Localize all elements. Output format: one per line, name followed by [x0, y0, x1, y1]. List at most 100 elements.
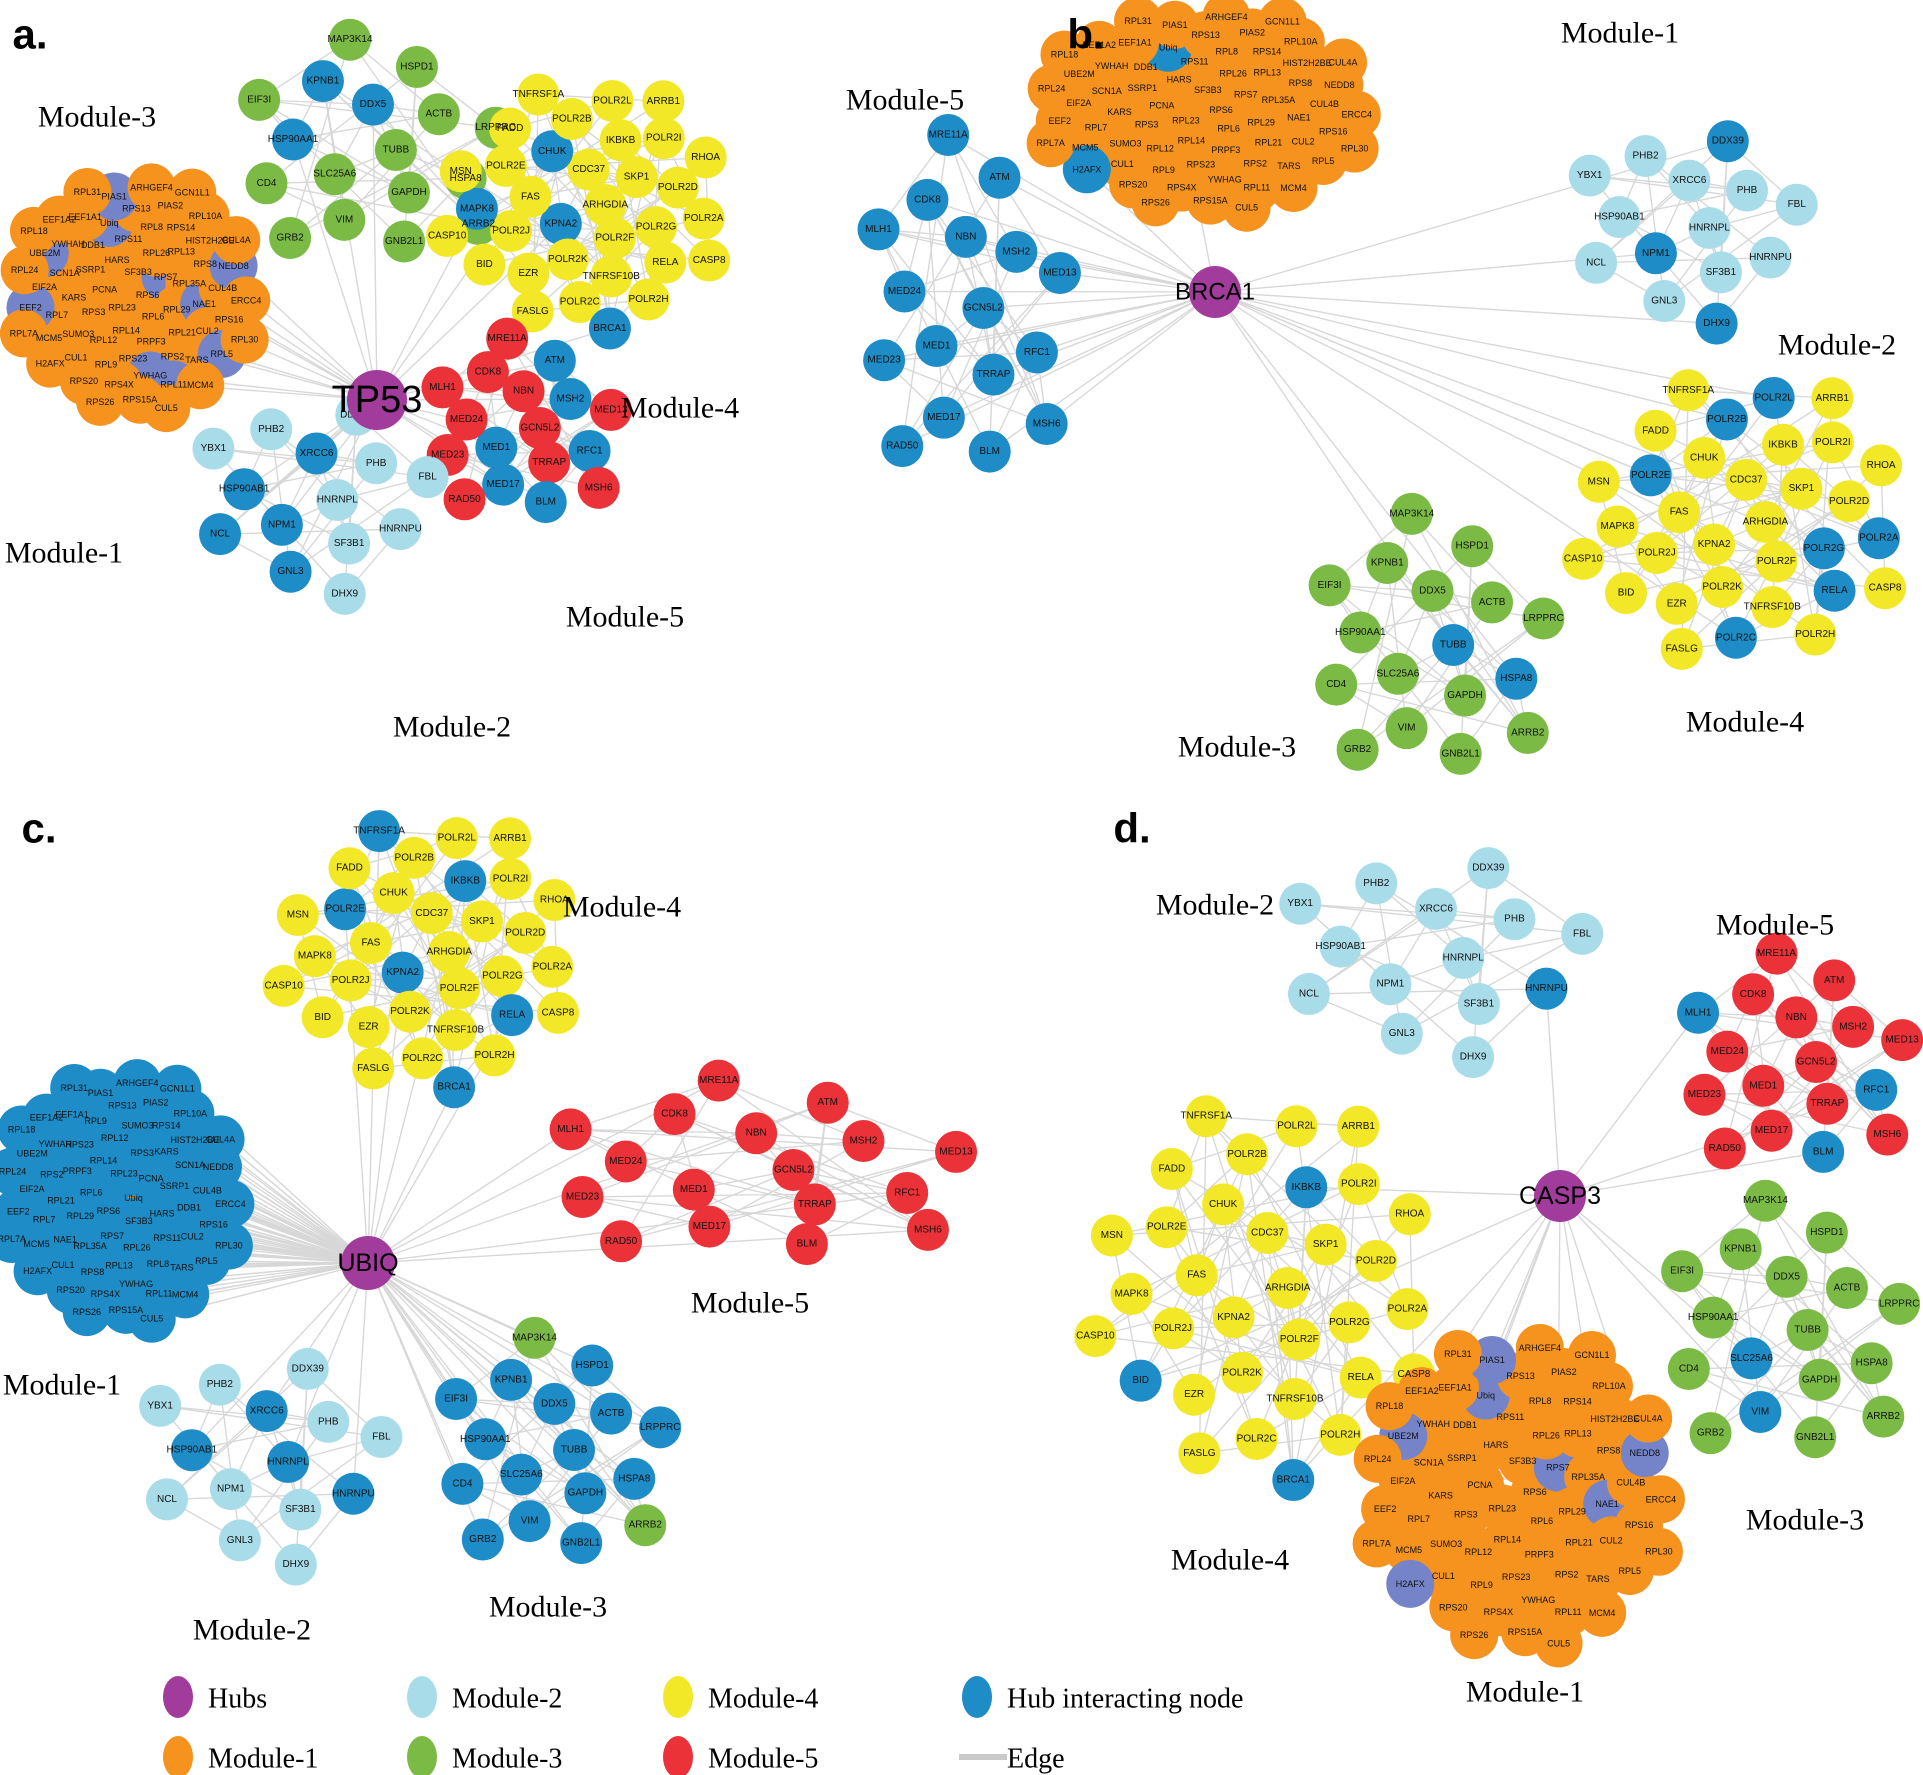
node-POLR2L: [1275, 1105, 1318, 1148]
node-ARHGEF4: [113, 1059, 162, 1108]
node-MRE11A: [1755, 932, 1798, 975]
edge: [1709, 1329, 1809, 1434]
node-FBL: [1775, 183, 1818, 226]
node-POLR2D: [1828, 480, 1871, 523]
node-BRCA1: [433, 1066, 476, 1109]
node-POLR2H: [1794, 613, 1837, 656]
node-FAS: [349, 922, 392, 965]
hub-edge: [367, 1229, 929, 1264]
edge: [528, 1426, 661, 1522]
node-XRCC6: [1414, 887, 1457, 930]
node-CHUK: [372, 872, 415, 915]
node-BRCA1: [588, 307, 631, 350]
node-POLR2H: [1319, 1413, 1362, 1456]
node-MSH6: [906, 1208, 949, 1251]
node-RPL18: [1365, 1382, 1414, 1431]
edge: [1644, 155, 1772, 259]
edge: [1335, 683, 1529, 734]
node-MRE11A: [486, 317, 529, 360]
node-MLH1: [549, 1108, 592, 1151]
module-label: Module-5: [566, 601, 684, 634]
edge: [1589, 174, 1748, 192]
module-label: Module-4: [1171, 1544, 1289, 1577]
edge: [901, 307, 985, 447]
node-ATM: [533, 339, 576, 382]
node-CUL4A: [1319, 38, 1368, 87]
node-POLR2C: [401, 1037, 444, 1080]
node-HSP90AB1: [1319, 925, 1362, 968]
node-MED17: [922, 396, 965, 439]
node-POLR2E: [324, 888, 367, 931]
node-SF3B1: [1699, 251, 1742, 294]
node-ERCC4: [206, 1179, 255, 1228]
node-CUL5: [1222, 183, 1271, 232]
edge: [1431, 590, 1529, 734]
node-TUBB: [553, 1429, 596, 1471]
node-RPL30: [1634, 1527, 1683, 1576]
node-CDC37: [410, 892, 453, 935]
node-POLR2G: [1802, 527, 1845, 570]
node-MRE11A: [697, 1059, 740, 1102]
node-EIF3I: [1661, 1250, 1704, 1293]
node-DDX5: [533, 1382, 576, 1425]
hub-edge: [926, 199, 1216, 293]
edge: [1356, 644, 1454, 751]
hub-label: UBIQ: [337, 1249, 398, 1277]
node-PHB: [1493, 898, 1536, 941]
node-ARRB1: [489, 817, 532, 860]
edge: [270, 428, 292, 573]
node-CASP10: [1562, 537, 1605, 580]
node-VIM: [1739, 1390, 1782, 1433]
node-RELA: [1339, 1356, 1382, 1399]
node-GRB2: [269, 217, 312, 260]
edge: [1595, 256, 1772, 264]
node-SF3B1: [279, 1488, 322, 1531]
node-RPS26: [1131, 178, 1180, 227]
hub-edge: [367, 1262, 457, 1400]
edge: [965, 236, 1048, 425]
node-HSPD1: [1805, 1211, 1848, 1254]
legend-swatch: [663, 1676, 693, 1718]
node-NCL: [145, 1478, 188, 1521]
node-PHB: [1726, 169, 1769, 212]
node-NBN: [1775, 996, 1818, 1039]
node-RELA: [1813, 569, 1856, 612]
node-SF3B1: [1457, 983, 1500, 1026]
node-RPL31: [63, 167, 112, 216]
node-POLR2F: [438, 967, 481, 1010]
node-RPS26: [1450, 1611, 1499, 1660]
edge: [166, 1368, 309, 1500]
legend-label: Module-1: [208, 1744, 318, 1775]
node-RPL30: [220, 315, 269, 364]
node-CASP10: [1074, 1315, 1117, 1358]
legend-item-hub-interacting-node: Hub interacting node: [962, 1676, 1243, 1718]
edge: [947, 134, 1048, 425]
hub-edge: [352, 1262, 369, 1495]
node-CASP8: [536, 991, 579, 1034]
node-GNB2L1: [383, 220, 426, 263]
node-MED24: [883, 270, 926, 313]
node-POLR2J: [490, 209, 533, 252]
legend-item-module-3: Module-3: [407, 1736, 562, 1775]
node-POLR2L: [1752, 376, 1795, 419]
node-RPS26: [76, 377, 125, 426]
hub-edge: [943, 291, 1216, 419]
node-LRPPRC: [1878, 1282, 1921, 1325]
edge: [1703, 1094, 1888, 1136]
node-YBX1: [1279, 882, 1322, 925]
node-TRRAP: [528, 441, 571, 484]
node-SKP1: [615, 156, 658, 199]
node-KPNA2: [1693, 523, 1736, 566]
node-HSP90AA1: [272, 118, 315, 161]
node-FADD: [489, 107, 532, 150]
node-RHOA: [533, 879, 576, 922]
node-POLR2B: [1226, 1133, 1269, 1176]
node-RPL7A: [1026, 119, 1075, 168]
node-TUBB: [1786, 1309, 1829, 1351]
hub-node-CASP3: [1534, 1170, 1586, 1222]
node-POLR2D: [504, 911, 547, 954]
edge: [1375, 882, 1548, 990]
node-CASP8: [688, 239, 731, 282]
